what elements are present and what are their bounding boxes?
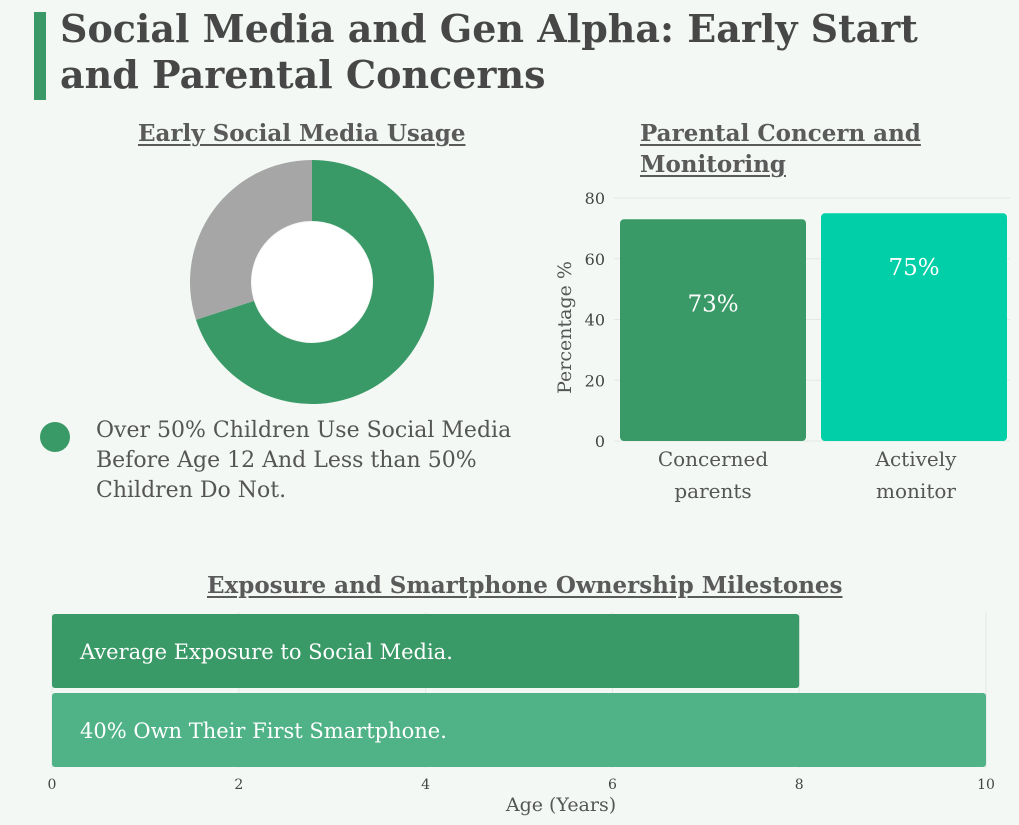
legend-swatch — [40, 422, 70, 452]
donut-hole — [252, 222, 372, 342]
y-axis-label: Percentage % — [554, 261, 576, 394]
hbar-category-label-1: 40% Own Their First Smartphone. — [80, 719, 447, 743]
x-axis-label: Age (Years) — [505, 794, 616, 816]
hbar-0 — [52, 614, 800, 688]
x-tick-label-line: Actively — [875, 447, 958, 471]
x-tick-label-0: 0 — [48, 777, 57, 793]
y-tick-label-1: 20 — [585, 371, 605, 390]
x-tick-label-line: parents — [674, 479, 751, 503]
horizontal-bar-chart: 0 2 4 6 8 10 Age (Years) Average Exposure to So… — [48, 612, 995, 816]
x-tick-label-5: 10 — [977, 777, 995, 793]
x-tick-label-2: 4 — [421, 777, 430, 793]
bar-1 — [821, 213, 1007, 441]
y-tick-label-4: 80 — [585, 189, 605, 208]
donut-slice-0 — [195, 160, 434, 404]
bar-0 — [620, 219, 806, 441]
y-tick-label-0: 0 — [595, 432, 605, 451]
bar-data-label-0: 73% — [687, 291, 738, 317]
x-tick-label-0: Concerned parents — [658, 447, 769, 503]
x-tick-label-line: Concerned — [658, 447, 769, 471]
legend-label: Over 50% Children Use Social Media Befor… — [96, 418, 512, 503]
x-tick-label-4: 8 — [795, 777, 804, 793]
vertical-bar-chart: 0 20 40 60 80 Percentage % 73% Concerned parents… — [554, 189, 1010, 503]
x-tick-label-3: 6 — [608, 777, 617, 793]
page-title: Social Media and Gen Alpha: Early Start … — [60, 6, 918, 97]
hbar-category-label-0: Average Exposure to Social Media. — [79, 640, 453, 664]
x-tick-label-line: monitor — [876, 479, 956, 503]
bar-data-label-1: 75% — [888, 255, 939, 281]
donut-chart — [189, 160, 434, 404]
x-tick-label-1: Actively monitor — [875, 447, 958, 503]
donut-chart-title: Early Social Media Usage — [138, 120, 466, 147]
y-tick-label-3: 60 — [585, 250, 605, 269]
y-tick-label-2: 40 — [585, 311, 605, 330]
x-tick-label-1: 2 — [234, 777, 243, 793]
hbar-chart-title: Exposure and Smartphone Ownership Milest… — [207, 572, 843, 599]
bar-chart-title: Parental Concern and Monitoring — [640, 120, 921, 178]
title-accent-bar — [34, 12, 46, 100]
hbar-1 — [52, 693, 986, 767]
donut-slice-1 — [189, 160, 312, 320]
